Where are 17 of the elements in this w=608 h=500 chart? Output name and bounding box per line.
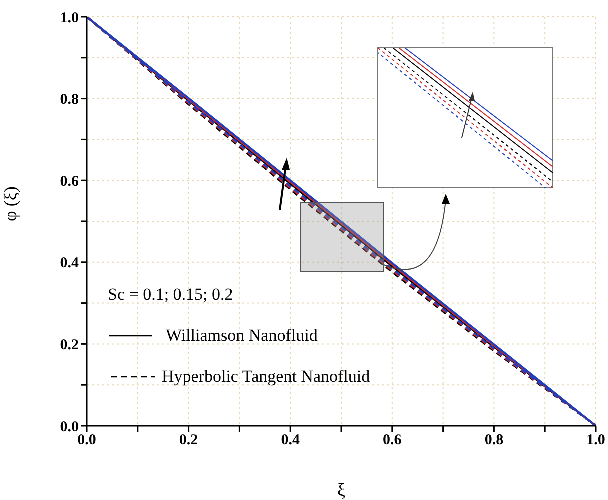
y-tick-label: 0.0 bbox=[60, 419, 79, 436]
x-tick-label: 0.2 bbox=[179, 432, 198, 449]
y-tick-label: 0.8 bbox=[60, 92, 79, 108]
y-tick-label: 1.0 bbox=[60, 10, 79, 26]
y-tick-label: 0.4 bbox=[60, 256, 80, 272]
annotation: Williamson Nanofluid bbox=[166, 326, 318, 345]
annotation: Sc = 0.1; 0.15; 0.2 bbox=[108, 285, 234, 304]
x-tick-label: 0.0 bbox=[78, 432, 96, 449]
y-axis-title: φ (ξ) bbox=[0, 186, 20, 222]
x-tick-label: 0.4 bbox=[281, 432, 300, 449]
x-tick-label: 1.0 bbox=[586, 432, 606, 449]
x-tick-label: 0.8 bbox=[484, 432, 504, 449]
annotation: Hyperbolic Tangent Nanofluid bbox=[162, 367, 371, 386]
x-tick-label: 0.6 bbox=[383, 432, 402, 449]
y-tick-label: 0.2 bbox=[60, 338, 79, 354]
x-axis-title: ξ bbox=[337, 480, 346, 500]
y-tick-label: 0.6 bbox=[60, 174, 80, 190]
